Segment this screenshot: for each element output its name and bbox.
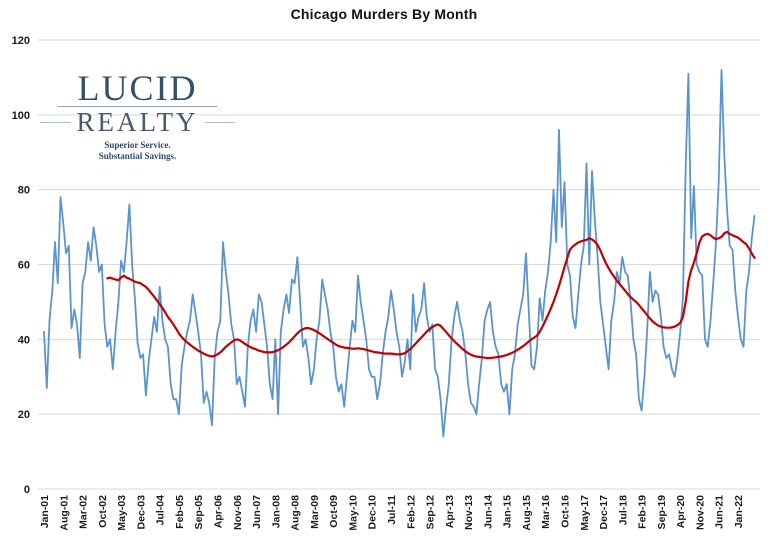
logo-divider-rule [58,106,217,107]
x-axis-tick-label: Jan-08 [270,495,282,528]
x-axis-tick-label: Oct-09 [328,495,340,528]
y-axis-tick-label: 60 [18,260,30,272]
logo-right-rule [204,121,236,123]
x-axis-tick-label: Mar-09 [309,495,321,529]
x-axis-tick-label: Aug-01 [58,495,70,531]
x-axis-tick-label: Sep-19 [656,495,668,530]
x-axis-tick-label: Jun-07 [251,495,263,529]
x-axis-tick-label: Feb-05 [174,495,186,529]
x-axis-tick-label: Apr-13 [444,495,456,528]
x-axis-tick-label: Aug-15 [521,495,533,531]
x-axis-tick-label: Nov-20 [694,495,706,530]
x-axis-tick-label: Feb-19 [637,495,649,529]
x-axis-tick-label: Feb-12 [405,495,417,529]
x-axis-tick-label: Mar-16 [540,495,552,529]
x-axis-tick-label: Jun-21 [714,495,726,529]
logo-wordmark-lucid: LUCID [77,68,198,108]
x-axis-tick-label: Oct-02 [97,495,109,528]
x-axis-tick-label: May-10 [347,495,359,531]
x-axis-tick-label: Dec-10 [367,495,379,530]
x-axis-tick-label: May-03 [116,495,128,531]
x-axis-tick-label: Jul-04 [155,495,167,526]
x-axis-labels: Jan-01 Aug-01 Mar-02 Oct-02 May-03 Dec-03 Jul-… [39,495,745,531]
y-axis-tick-label: 80 [18,185,30,197]
logo-tagline-line2: Substantial Savings. [98,151,177,161]
lucid-realty-logo: LUCID REALTY Superior Service. Substanti… [40,68,236,162]
logo-wordmark-realty: REALTY [76,107,199,137]
logo-tagline-line1: Superior Service. [104,140,171,150]
x-axis-tick-label: Nov-06 [232,495,244,530]
x-axis-tick-label: Oct-16 [560,495,572,528]
x-axis-tick-label: Jan-22 [733,495,745,528]
moving-average-line [106,230,756,360]
y-axis-tick-label: 40 [18,334,30,346]
x-axis-tick-label: Sep-05 [193,495,205,530]
logo-tagline: Superior Service. Substantial Savings. [40,140,235,162]
y-axis-tick-label: 0 [24,484,30,496]
data-series [43,69,756,438]
y-axis-labels: 0 20 40 60 80 100 120 [12,35,30,496]
x-axis-tick-label: Apr-20 [675,495,687,528]
y-axis-tick-label: 120 [12,35,30,47]
y-axis-tick-label: 20 [18,409,30,421]
monthly-murders-line [43,69,756,438]
x-axis-tick-label: May-17 [579,495,591,531]
x-axis-tick-label: Apr-06 [213,495,225,528]
x-axis-tick-label: Sep-12 [425,495,437,530]
x-axis-tick-label: Jan-15 [502,495,514,528]
x-axis-tick-label: Jun-14 [482,495,494,529]
x-axis-tick-label: Aug-08 [290,495,302,531]
x-axis-tick-label: Jul-11 [386,495,398,525]
y-axis-tick-label: 100 [12,110,30,122]
chart-title: Chicago Murders By Month [290,6,478,22]
gridlines [38,39,760,490]
x-axis-tick-label: Jan-01 [39,495,51,528]
x-axis-tick-label: Jul-18 [617,495,629,526]
x-axis-tick-label: Dec-03 [135,495,147,530]
x-axis-tick-label: Dec-17 [598,495,610,530]
x-axis-tick-label: Nov-13 [463,495,475,530]
logo-left-rule [40,121,71,123]
x-axis-tick-label: Mar-02 [78,495,90,529]
